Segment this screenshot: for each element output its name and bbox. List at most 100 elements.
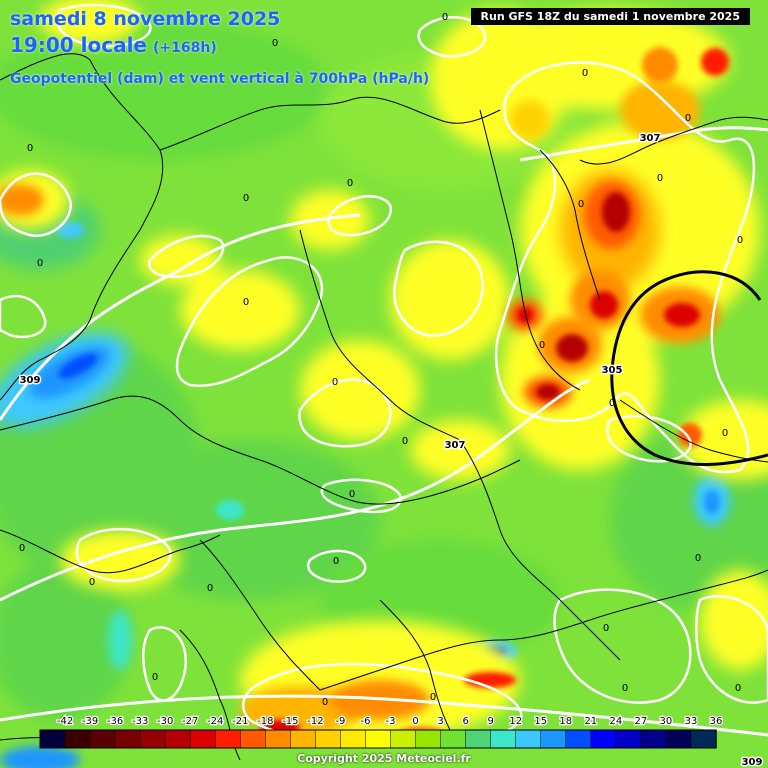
legend-swatch [590,729,617,749]
zero-contours [0,3,768,747]
legend-tick-label: 27 [635,716,648,727]
legend-swatch [39,729,66,749]
color-legend: -42 -39 -36 -33 -30 -27 -24 -21 -18 -15 -12 -9 -6 -3 0… [39,715,724,749]
legend-tick-label: 9 [487,716,493,727]
legend-swatch [665,729,692,749]
legend-tick-label: 12 [509,716,522,727]
lead-time: (+168h) [153,40,217,56]
legend-swatch [565,729,592,749]
zero-label: 0 [332,377,338,388]
country-borders [0,53,768,761]
zero-label: 0 [322,697,328,708]
legend-swatch [340,729,367,749]
legend-swatch [415,729,442,749]
legend-swatch [540,729,567,749]
legend-swatch [490,729,517,749]
zero-label: 0 [603,623,609,634]
legend-swatch [315,729,342,749]
legend-tick-label: -15 [282,716,298,727]
run-info-box: Run GFS 18Z du samedi 1 novembre 2025 [470,8,750,25]
legend-tick-label: -21 [232,716,248,727]
zero-label: 0 [685,113,691,124]
legend-tick-label: -9 [335,716,345,727]
zero-label: 0 [430,692,436,703]
zero-label: 0 [347,178,353,189]
legend-tick-label: -30 [157,716,173,727]
legend-tick-label: 30 [660,716,673,727]
legend-tick-label: 0 [412,716,418,727]
forecast-time-title: 19:00 locale (+168h) [10,33,217,57]
legend-tick-label: -18 [257,716,273,727]
zero-label: 0 [27,143,33,154]
legend-swatch [139,729,166,749]
low-pressure-ring [610,270,768,466]
legend-tick-label: 24 [609,716,622,727]
legend-tick-label: -27 [182,716,198,727]
legend-swatch [290,729,317,749]
zero-label: 0 [442,12,448,23]
product-title: Geopotentiel (dam) et vent vertical à 70… [10,71,430,87]
geopotential-label: 309 [742,757,763,768]
legend-swatch [240,729,267,749]
legend-swatch [164,729,191,749]
geopotential-label: 305 [602,365,623,376]
zero-label: 0 [622,683,628,694]
legend-swatch [390,729,417,749]
legend-tick-label: -36 [107,716,123,727]
legend-tick-label: 18 [559,716,572,727]
legend-swatch [615,729,642,749]
zero-label: 0 [207,583,213,594]
legend-swatch [515,729,542,749]
legend-swatch [640,729,667,749]
geopotential-label: 307 [445,440,466,451]
legend-tick-label: -33 [132,716,148,727]
zero-label: 0 [722,428,728,439]
legend-tick-label: 33 [685,716,698,727]
legend-swatch [89,729,116,749]
legend-swatch [189,729,217,749]
legend-tick-label: -3 [386,716,396,727]
legend-swatch [64,729,91,749]
zero-label: 0 [19,543,25,554]
zero-value-labels: 0 0 0 0 0 0 0 0 0 0 0 0 0 0 0 0 0 0 0 0 0 0 0 0 0 0 0 0 0 [19,12,743,708]
zero-label: 0 [735,683,741,694]
geopotential-label: 307 [640,133,661,144]
legend-tick-label: 6 [462,716,468,727]
legend-swatch [465,729,492,749]
descent-regions [0,47,729,743]
legend-tick-label: -42 [57,716,73,727]
legend-swatch [440,729,467,749]
copyright-text: Copyright 2025 Meteociel.fr [297,752,471,765]
zero-label: 0 [333,556,339,567]
zero-label: 0 [609,398,615,409]
zero-label: 0 [657,173,663,184]
zero-label: 0 [272,38,278,49]
zero-label: 0 [152,672,158,683]
legend-swatch [215,729,242,749]
zero-label: 0 [243,297,249,308]
zero-label: 0 [37,258,43,269]
legend-tick-label: 36 [710,716,723,727]
legend-tick-label: 3 [437,716,443,727]
forecast-time: 19:00 locale [10,33,147,57]
legend-tick-label: -6 [360,716,370,727]
zero-label: 0 [578,199,584,210]
legend-tick-label: -39 [82,716,98,727]
zero-label: 0 [582,68,588,79]
legend-tick-label: -12 [307,716,323,727]
zero-label: 0 [737,235,743,246]
zero-label: 0 [695,553,701,564]
geopotential-label: 309 [20,375,41,386]
legend-swatch [265,729,292,749]
zero-label: 0 [349,489,355,500]
legend-tick-label: 15 [534,716,547,727]
legend-tick-label: -24 [207,716,223,727]
zero-label: 0 [243,193,249,204]
forecast-date-title: samedi 8 novembre 2025 [10,8,281,30]
legend-tick-label: 21 [584,716,597,727]
legend-swatch [114,729,141,749]
legend-swatch [690,729,717,749]
